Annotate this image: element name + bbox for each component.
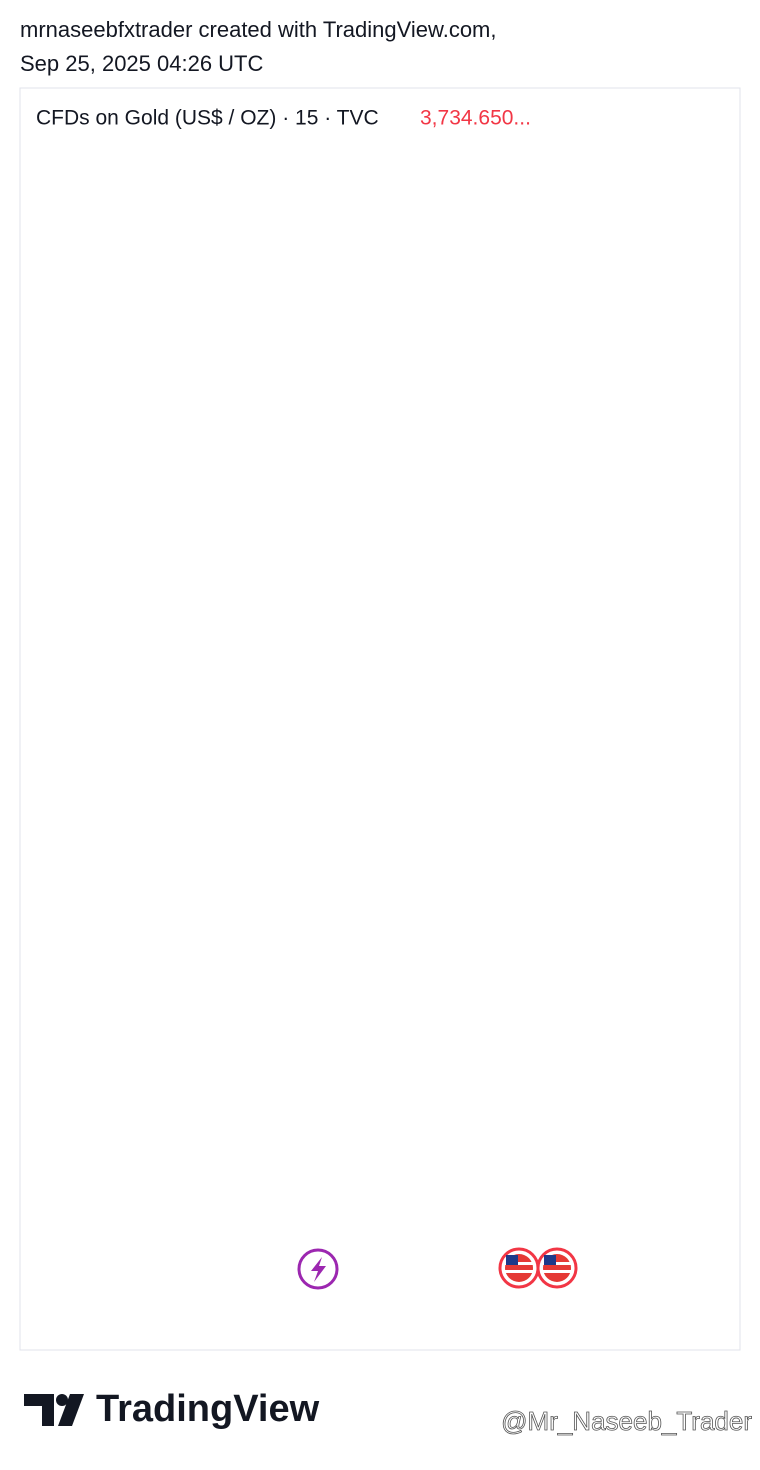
header-line: mrnaseebfxtrader created with TradingVie… bbox=[20, 17, 497, 42]
legend-title: CFDs on Gold (US$ / OZ) · 15 · TVC bbox=[36, 107, 379, 130]
chart-frame bbox=[19, 87, 741, 1351]
logo bbox=[24, 1394, 84, 1426]
watermark: @Mr_Naseeb_Trader bbox=[501, 1406, 752, 1436]
legend-price: 3,734.650... bbox=[420, 107, 531, 130]
brand: TradingView bbox=[96, 1388, 320, 1430]
header-line: Sep 25, 2025 04:26 UTC bbox=[20, 51, 263, 76]
flag-icon bbox=[498, 1247, 578, 1289]
event-icon bbox=[297, 1248, 339, 1290]
